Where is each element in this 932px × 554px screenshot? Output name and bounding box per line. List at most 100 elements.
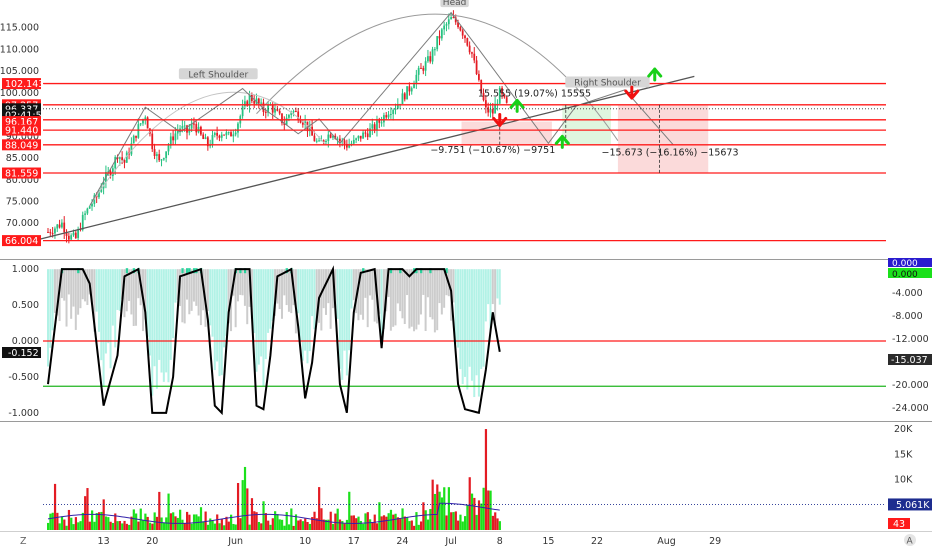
price-tick-label: 90.000 [6,131,39,142]
candle-body [162,158,165,160]
measurement-label: −15.673 (−16.16%) −15673 [602,147,739,158]
oscillator-histogram-bar [264,269,267,360]
oscillator-histogram-bar [220,269,223,376]
candle-body [202,134,205,139]
candle-body [505,97,508,103]
candle-body [443,25,446,30]
oscillator-histogram-bar [461,269,464,385]
oscillator-right-badge: 0.000 [888,268,932,280]
volume-bar [128,524,131,530]
oscillator-left-tick: 0.500 [12,300,39,311]
volume-bar [419,521,423,530]
candle-body [452,17,455,19]
oscillator-histogram-bar [95,269,98,312]
oscillator-signal-mark [399,268,402,274]
volume-bar [461,521,464,530]
oscillator-histogram-bar [491,269,494,305]
candle-body [308,126,311,132]
oscillator-histogram-bar [267,269,270,333]
oscillator-right-badge-bg [888,258,932,267]
volume-bar [216,514,219,530]
price-tick-label: 100.000 [0,88,39,99]
volume-bar [343,523,346,530]
oscillator-histogram-bar [329,269,332,329]
oscillator-histogram-bar [63,269,66,301]
candle-body [290,112,293,116]
candle-body [74,232,77,238]
candle-body [98,191,100,198]
oscillator-histogram-bar [97,269,100,332]
volume-bar [443,487,446,530]
volume-bar [232,523,235,530]
volume-bar [385,516,388,530]
oscillator-histogram-bar [445,269,448,296]
neckline [33,75,695,242]
candle-body [401,93,404,104]
volume-bar [77,522,80,530]
volume-bar [121,523,124,530]
candle-body [466,38,469,46]
oscillator-histogram-bar [116,269,119,310]
target-zones [461,104,709,174]
oscillator-histogram-bar [359,269,362,315]
candle-body [195,123,198,133]
volume-avg-badge-text: 5.061K [896,500,930,511]
price-tick-label: 80.000 [6,175,39,186]
candle-body [294,111,297,113]
volume-bar [406,517,409,530]
oscillator-histogram-bar [169,269,172,360]
volume-bar [274,511,277,530]
volume-bar [269,524,272,530]
candle-body [54,228,56,234]
candle-body [100,188,103,192]
oscillator-histogram-bar [392,269,395,327]
volume-bar [294,514,298,530]
volume-bar [188,514,191,530]
volume-bar [489,490,492,530]
candle-body [327,134,330,141]
oscillator-histogram-bar [280,269,283,319]
candle-body [394,108,397,111]
price-badge-bg [2,109,41,121]
volume-bar [426,519,430,530]
volume-bar [239,518,242,530]
candle-body [498,87,501,104]
volume-bar [382,515,386,530]
oscillator-histogram-bar [257,269,260,365]
price-badge-text: 102.143 [5,79,44,90]
oscillator-histogram-bar [195,269,198,306]
oscillator-left-tick: 0.000 [12,336,39,347]
candle-body [352,139,355,144]
oscillator-histogram-bar [389,269,392,331]
candle-body [260,102,263,104]
volume-bar [72,524,75,530]
volume-bar [292,525,295,530]
oscillator-histogram-bar [424,269,427,331]
candle-body [165,151,168,159]
volume-bar [457,520,460,530]
oscillator-right-badge-text: 0.000 [892,270,918,280]
volume-bar [51,512,54,530]
candle-body [322,140,325,142]
volume-bar [325,519,328,530]
oscillator-histogram-bar [225,269,228,336]
volume-bar [392,514,395,530]
volume-bar [410,520,413,530]
volume-bar [60,516,64,530]
oscillator-histogram-bar [311,269,314,317]
candle-body [422,67,425,71]
volume-bar [322,519,325,530]
volume-bar [375,523,379,530]
oscillator-histogram-bar [348,269,351,351]
oscillator-current-badge: -15.037 [888,354,932,366]
oscillator-histogram-bar [79,269,82,309]
volume-bar [209,518,212,530]
candle-body [172,136,174,141]
volume-bar [137,521,140,530]
volume-bar [236,482,240,530]
oscillator-histogram-bar [121,269,124,299]
candle-body [482,93,485,101]
oscillator-histogram-bar [223,269,226,348]
candle-body [364,132,367,134]
volume-bar [308,523,311,530]
